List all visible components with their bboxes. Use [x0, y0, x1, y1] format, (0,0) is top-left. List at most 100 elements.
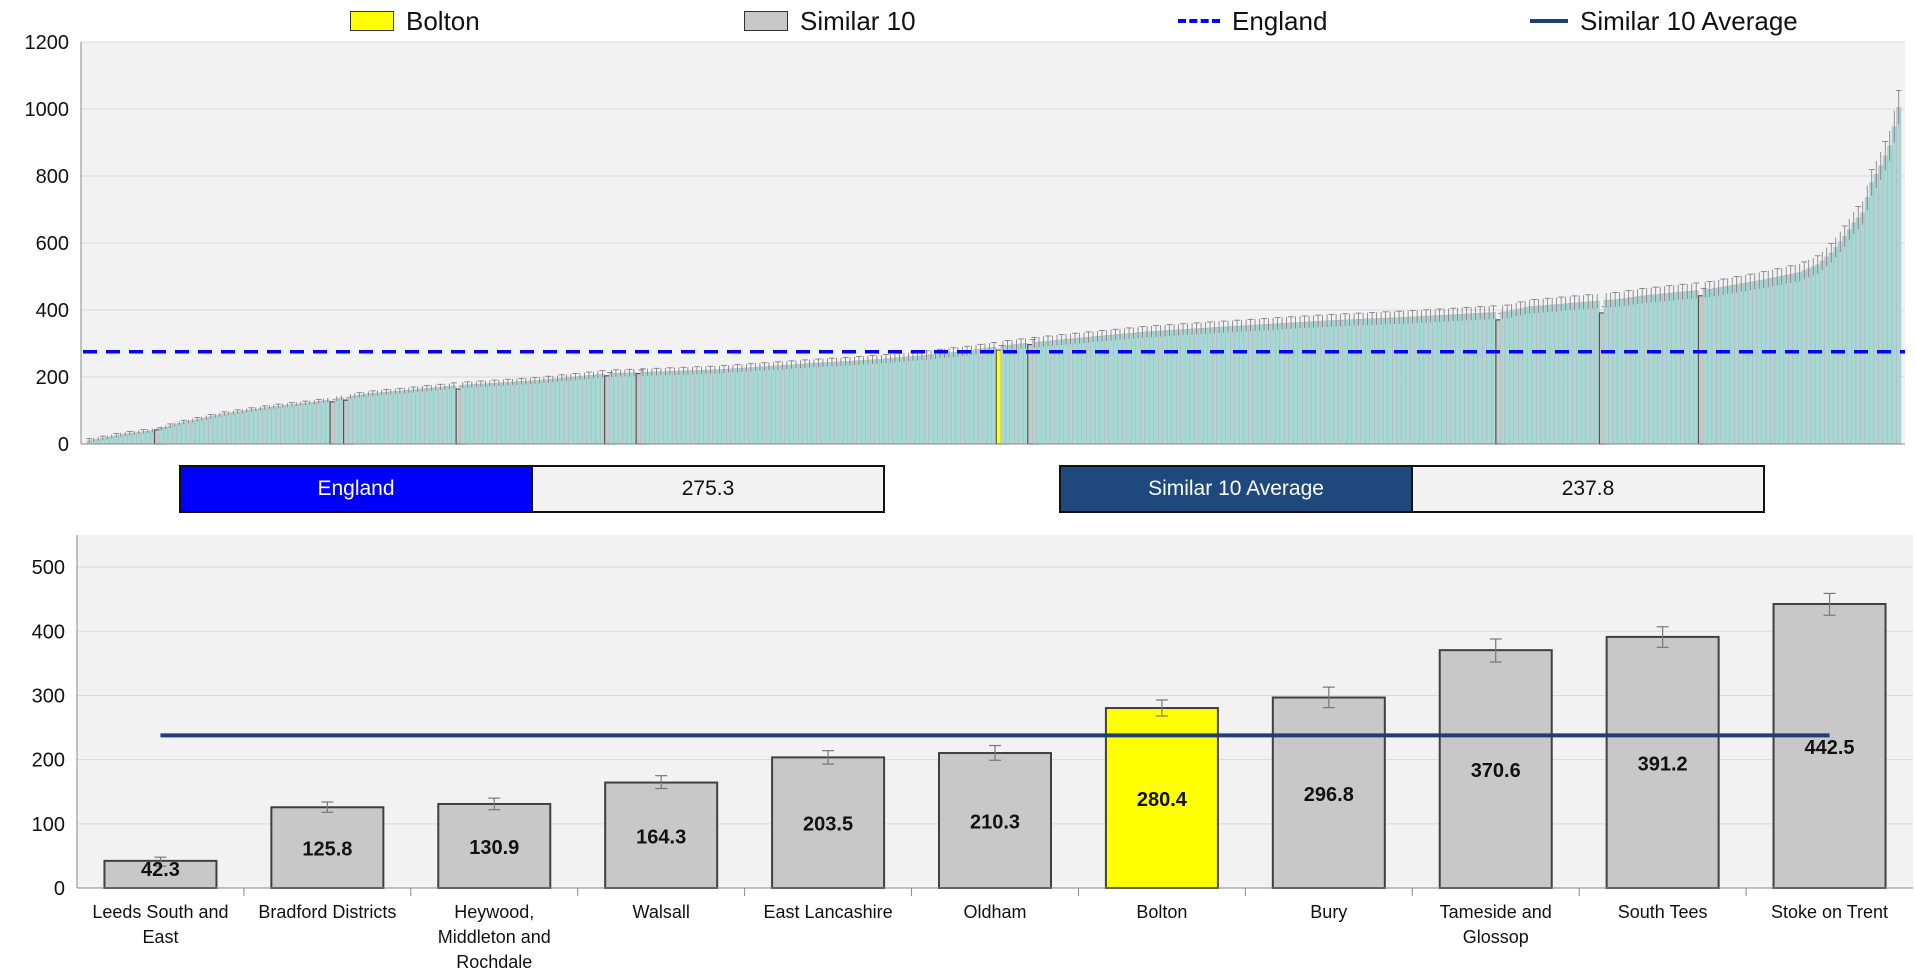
top-bar	[870, 359, 875, 445]
top-bar	[1815, 264, 1821, 445]
legend-label-similar-average: Similar 10 Average	[1580, 5, 1798, 36]
top-bar	[1549, 304, 1555, 445]
top-bar	[1851, 222, 1857, 445]
top-bar	[194, 419, 200, 445]
top-bar	[176, 423, 182, 445]
top-bar	[1689, 290, 1695, 445]
top-bar	[1054, 339, 1060, 445]
category-label: Heywood, Middleton and Rochdale	[437, 902, 551, 972]
top-bar	[1428, 315, 1434, 445]
top-bar	[1873, 174, 1879, 445]
bottom-y-tick-label: 500	[32, 557, 65, 579]
top-bar	[599, 373, 605, 445]
top-y-tick-label: 200	[36, 367, 69, 389]
top-bar	[1662, 293, 1668, 445]
top-bar	[1185, 329, 1191, 445]
top-bar	[235, 411, 241, 445]
top-bar	[1036, 341, 1042, 445]
top-bar	[838, 361, 844, 445]
top-bar	[626, 372, 632, 445]
top-bar	[1374, 318, 1380, 445]
top-bar	[347, 396, 353, 445]
top-bar	[1248, 325, 1254, 445]
top-bar	[1455, 314, 1461, 445]
top-bar	[541, 379, 547, 445]
top-bar	[1734, 284, 1740, 445]
top-bar	[1203, 327, 1209, 445]
top-bar	[964, 350, 970, 445]
legend-item-similar: Similar 10	[744, 0, 916, 42]
top-bar	[149, 430, 155, 445]
bottom-bar	[437, 802, 552, 890]
top-bar	[1774, 276, 1780, 445]
top-y-tick-label: 600	[36, 233, 69, 255]
top-bar	[1468, 313, 1474, 445]
top-bar	[532, 380, 538, 445]
top-bar	[262, 407, 268, 445]
top-bar	[1315, 321, 1321, 445]
top-bar	[595, 374, 601, 445]
top-bar	[1837, 241, 1843, 445]
top-bar	[1536, 305, 1542, 445]
top-bar	[1648, 294, 1654, 445]
top-bar	[757, 366, 763, 445]
top-bar	[784, 364, 790, 445]
top-bar	[649, 371, 655, 445]
bottom-data-label: 125.8	[302, 839, 352, 861]
top-bar	[698, 370, 704, 445]
top-bar	[658, 371, 664, 445]
top-bar	[1671, 292, 1677, 445]
top-bar	[1086, 337, 1091, 445]
top-bar	[505, 382, 511, 445]
bottom-bar	[1772, 602, 1887, 890]
top-bar	[338, 397, 344, 445]
top-bar	[1770, 277, 1776, 445]
england-stat-value: 275.3	[531, 467, 883, 511]
top-bar	[460, 384, 466, 445]
top-bar	[1153, 331, 1159, 445]
top-bar	[1891, 126, 1897, 445]
top-bar	[1594, 300, 1600, 445]
top-bar	[1005, 345, 1010, 445]
top-bar	[613, 373, 619, 445]
top-bar	[937, 353, 943, 445]
top-bar	[1509, 310, 1515, 445]
top-bar	[978, 348, 983, 445]
top-bar	[500, 382, 506, 445]
top-bar	[1653, 294, 1659, 445]
top-bar	[415, 389, 421, 445]
top-bar	[361, 394, 367, 445]
top-bar	[383, 391, 389, 445]
top-bar	[1513, 309, 1519, 445]
top-bar	[743, 367, 749, 445]
top-bar	[1504, 311, 1510, 445]
top-bar	[280, 405, 286, 445]
top-bar	[1666, 293, 1672, 445]
top-bar	[1149, 331, 1154, 445]
top-bar	[1216, 327, 1222, 445]
top-bar	[1702, 289, 1708, 445]
top-bar	[581, 375, 587, 445]
top-bar	[1846, 229, 1852, 445]
top-bar	[1369, 318, 1375, 445]
top-bar	[991, 347, 997, 445]
top-bar	[1257, 324, 1263, 445]
category-label: Bolton	[1136, 902, 1188, 922]
top-bar	[496, 382, 502, 445]
top-bar	[1783, 275, 1789, 445]
top-bar	[982, 348, 988, 445]
top-bar	[1360, 318, 1366, 445]
bottom-bar-bolton	[1104, 707, 1219, 889]
legend-swatch-bolton	[350, 11, 394, 31]
top-bar	[275, 405, 281, 445]
top-bar	[1608, 299, 1614, 445]
top-bar	[559, 377, 565, 445]
top-bar	[973, 349, 979, 445]
top-bar	[1806, 268, 1812, 445]
top-bar	[1041, 341, 1046, 445]
top-bar	[1738, 283, 1744, 445]
top-bar	[325, 399, 331, 445]
top-bar	[289, 404, 295, 445]
top-bar	[1585, 301, 1591, 445]
top-bar	[1450, 314, 1456, 445]
